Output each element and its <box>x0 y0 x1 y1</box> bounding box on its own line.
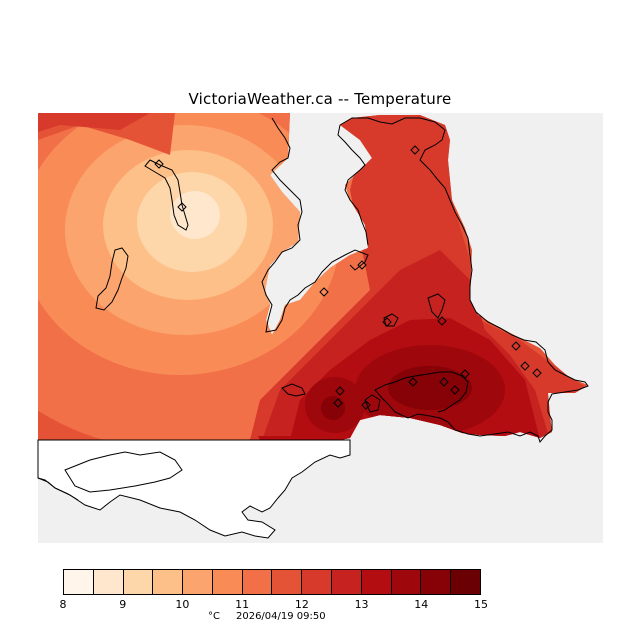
jordan-river-coast <box>37 477 79 501</box>
diamond-icon[interactable] <box>520 361 530 371</box>
oak-bay-shore <box>344 169 369 246</box>
contour-band-14 <box>388 366 472 410</box>
legend-swatch-10 <box>361 570 392 594</box>
mainland-west-coast <box>261 117 369 333</box>
west-arm-shore <box>337 124 366 171</box>
station-markers <box>154 145 542 410</box>
esquimalt-inlet <box>364 394 381 413</box>
diamond-icon[interactable] <box>154 159 164 169</box>
legend-swatch-1 <box>93 570 124 594</box>
diamond-icon[interactable] <box>437 316 447 326</box>
diamond-icon[interactable] <box>361 400 371 410</box>
legend-tick-label: 13 <box>354 598 369 611</box>
legend-swatch-2 <box>123 570 154 594</box>
unit-label: °C <box>208 611 220 622</box>
diamond-icon[interactable] <box>333 398 343 408</box>
small-island-1 <box>427 293 446 319</box>
legend-tick-label: 11 <box>235 598 250 611</box>
diamond-icon[interactable] <box>408 377 418 387</box>
contour-band-16 <box>258 436 352 440</box>
lake-shape-sw <box>95 247 129 311</box>
legend-swatch-8 <box>302 570 333 594</box>
legend-tick-label: 10 <box>175 598 190 611</box>
legend-tick-label: 9 <box>119 598 127 611</box>
legend-swatch-13 <box>451 570 480 594</box>
diamond-icon[interactable] <box>410 145 420 155</box>
diamond-icon[interactable] <box>450 385 460 395</box>
diamond-icon[interactable] <box>319 287 329 297</box>
legend-swatch-5 <box>212 570 243 594</box>
legend-swatch-0 <box>64 570 94 594</box>
inner-land-shape <box>64 451 183 493</box>
legend-swatch-6 <box>242 570 273 594</box>
map-footer: °C 2026/04/19 09:50 <box>208 611 326 622</box>
lake-shape-west <box>144 159 189 231</box>
sooke-spit <box>281 383 306 397</box>
contour-band-15 <box>321 396 345 420</box>
legend-tick-label: 14 <box>414 598 429 611</box>
legend-tick-label: 15 <box>474 598 488 611</box>
diamond-icon[interactable] <box>439 377 449 387</box>
legend-tick-label: 12 <box>294 598 309 611</box>
contour-band-8 <box>38 113 150 132</box>
legend-tick-label: 8 <box>59 598 67 611</box>
diamond-icon[interactable] <box>382 317 392 327</box>
saanich-inlet-shore <box>339 117 589 444</box>
legend-swatch-9 <box>332 570 362 594</box>
map-title: VictoriaWeather.ca -- Temperature <box>188 90 452 108</box>
diamond-icon[interactable] <box>532 368 542 378</box>
legend-swatch-4 <box>183 570 213 594</box>
land-mask <box>37 439 351 539</box>
legend-swatch-7 <box>272 570 303 594</box>
diamond-icon[interactable] <box>335 386 345 396</box>
contour-band-6 <box>170 191 220 239</box>
diamond-icon[interactable] <box>511 341 521 351</box>
timestamp-label: 2026/04/19 09:50 <box>235 611 326 622</box>
color-legend <box>63 569 481 595</box>
diamond-icon[interactable] <box>460 369 470 379</box>
legend-swatch-11 <box>391 570 422 594</box>
legend-swatch-12 <box>421 570 452 594</box>
legend-swatch-3 <box>153 570 184 594</box>
victoria-harbour-shore <box>374 371 469 413</box>
diamond-icon[interactable] <box>357 260 367 270</box>
diamond-icon[interactable] <box>177 202 187 212</box>
